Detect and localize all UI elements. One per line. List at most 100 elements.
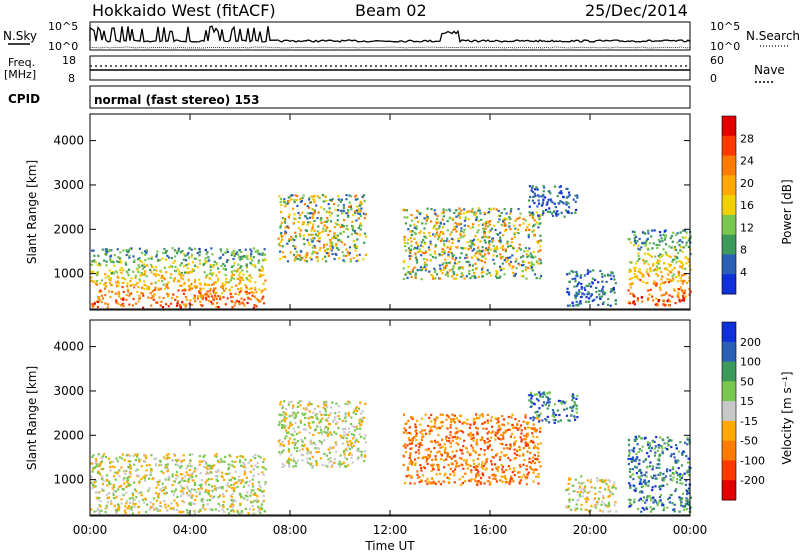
y-tick-label: 1000 bbox=[53, 267, 84, 281]
velocity-cell bbox=[499, 442, 502, 445]
power-cell bbox=[131, 283, 134, 286]
power-cell bbox=[482, 228, 486, 232]
power-cell bbox=[542, 198, 545, 201]
velocity-cell bbox=[472, 418, 475, 421]
power-cell bbox=[493, 250, 496, 253]
power-cell bbox=[576, 275, 579, 278]
power-cell bbox=[180, 284, 183, 287]
velocity-cell bbox=[645, 506, 648, 509]
power-cell bbox=[143, 287, 146, 291]
velocity-cell bbox=[133, 498, 136, 502]
velocity-cell bbox=[483, 440, 486, 443]
velocity-cell bbox=[289, 459, 292, 462]
colorbar-segment bbox=[722, 135, 736, 157]
velocity-cell bbox=[472, 420, 475, 423]
velocity-cell bbox=[527, 471, 530, 474]
power-cell bbox=[438, 264, 441, 267]
power-cell bbox=[537, 226, 540, 229]
power-cell bbox=[484, 257, 487, 260]
velocity-cell bbox=[363, 416, 366, 419]
power-cell bbox=[583, 293, 586, 296]
velocity-cell bbox=[686, 469, 689, 472]
power-cell bbox=[590, 285, 593, 288]
power-cell bbox=[117, 256, 120, 259]
power-cell bbox=[488, 207, 491, 210]
velocity-cell bbox=[197, 510, 200, 513]
power-cell bbox=[262, 295, 265, 298]
power-cell bbox=[471, 264, 475, 267]
power-cell bbox=[261, 297, 264, 300]
power-cell bbox=[254, 281, 257, 284]
power-cell bbox=[514, 272, 517, 275]
velocity-cell bbox=[147, 489, 150, 492]
velocity-cell bbox=[344, 465, 347, 468]
velocity-cell bbox=[116, 495, 119, 498]
power-cell bbox=[519, 212, 522, 215]
power-cell bbox=[578, 302, 581, 305]
power-cell bbox=[454, 222, 457, 225]
velocity-cell bbox=[432, 468, 435, 471]
velocity-cell bbox=[239, 512, 242, 515]
velocity-cell bbox=[436, 441, 439, 444]
power-cell bbox=[668, 245, 671, 248]
power-cell bbox=[201, 304, 204, 307]
power-cell bbox=[262, 302, 266, 305]
velocity-cell bbox=[99, 509, 102, 512]
power-cell bbox=[347, 210, 350, 213]
power-cell bbox=[654, 255, 657, 258]
velocity-cell bbox=[628, 470, 631, 473]
power-cell bbox=[519, 248, 522, 251]
velocity-cell bbox=[476, 482, 479, 485]
power-cell bbox=[254, 250, 257, 253]
velocity-cell bbox=[601, 480, 604, 483]
velocity-cell bbox=[539, 442, 542, 445]
velocity-cell bbox=[493, 473, 496, 476]
power-cell bbox=[487, 225, 490, 228]
velocity-cell bbox=[167, 453, 170, 456]
power-cell bbox=[188, 247, 191, 250]
velocity-cell bbox=[525, 477, 528, 480]
power-cell bbox=[628, 302, 632, 305]
velocity-cell bbox=[232, 503, 235, 506]
power-cell bbox=[217, 267, 220, 270]
velocity-cell bbox=[447, 463, 450, 467]
velocity-cell bbox=[406, 444, 409, 447]
velocity-cell bbox=[281, 406, 284, 410]
velocity-cell bbox=[144, 474, 147, 477]
velocity-cell bbox=[533, 393, 537, 396]
power-cell bbox=[277, 243, 281, 246]
velocity-cell bbox=[230, 487, 234, 490]
velocity-cell bbox=[576, 394, 579, 397]
velocity-cell bbox=[285, 417, 288, 420]
power-cell bbox=[530, 266, 534, 269]
velocity-cell bbox=[222, 500, 225, 503]
power-cell bbox=[672, 273, 675, 276]
power-cell bbox=[651, 229, 654, 232]
velocity-cell bbox=[315, 416, 318, 419]
power-cell bbox=[420, 278, 423, 281]
power-cell bbox=[126, 288, 129, 291]
power-cell bbox=[198, 250, 201, 253]
velocity-cell bbox=[330, 460, 333, 463]
power-cell bbox=[234, 292, 237, 295]
velocity-cell bbox=[104, 455, 108, 459]
power-cell bbox=[529, 264, 532, 267]
power-cell bbox=[118, 257, 121, 260]
power-cell bbox=[631, 293, 635, 296]
velocity-cell bbox=[443, 443, 446, 446]
velocity-cell bbox=[607, 501, 610, 504]
velocity-cell bbox=[486, 445, 489, 448]
velocity-cell bbox=[252, 455, 255, 458]
velocity-cell bbox=[584, 508, 587, 511]
power-cell bbox=[317, 232, 320, 235]
power-cell bbox=[668, 270, 671, 273]
velocity-cell bbox=[680, 497, 683, 500]
power-cell bbox=[528, 211, 531, 214]
power-cell bbox=[410, 244, 413, 247]
power-cell bbox=[154, 272, 157, 276]
velocity-cell bbox=[572, 404, 575, 408]
power-cell bbox=[93, 259, 96, 262]
velocity-cell bbox=[307, 403, 310, 406]
velocity-cell bbox=[339, 434, 342, 437]
power-cell bbox=[463, 208, 466, 211]
